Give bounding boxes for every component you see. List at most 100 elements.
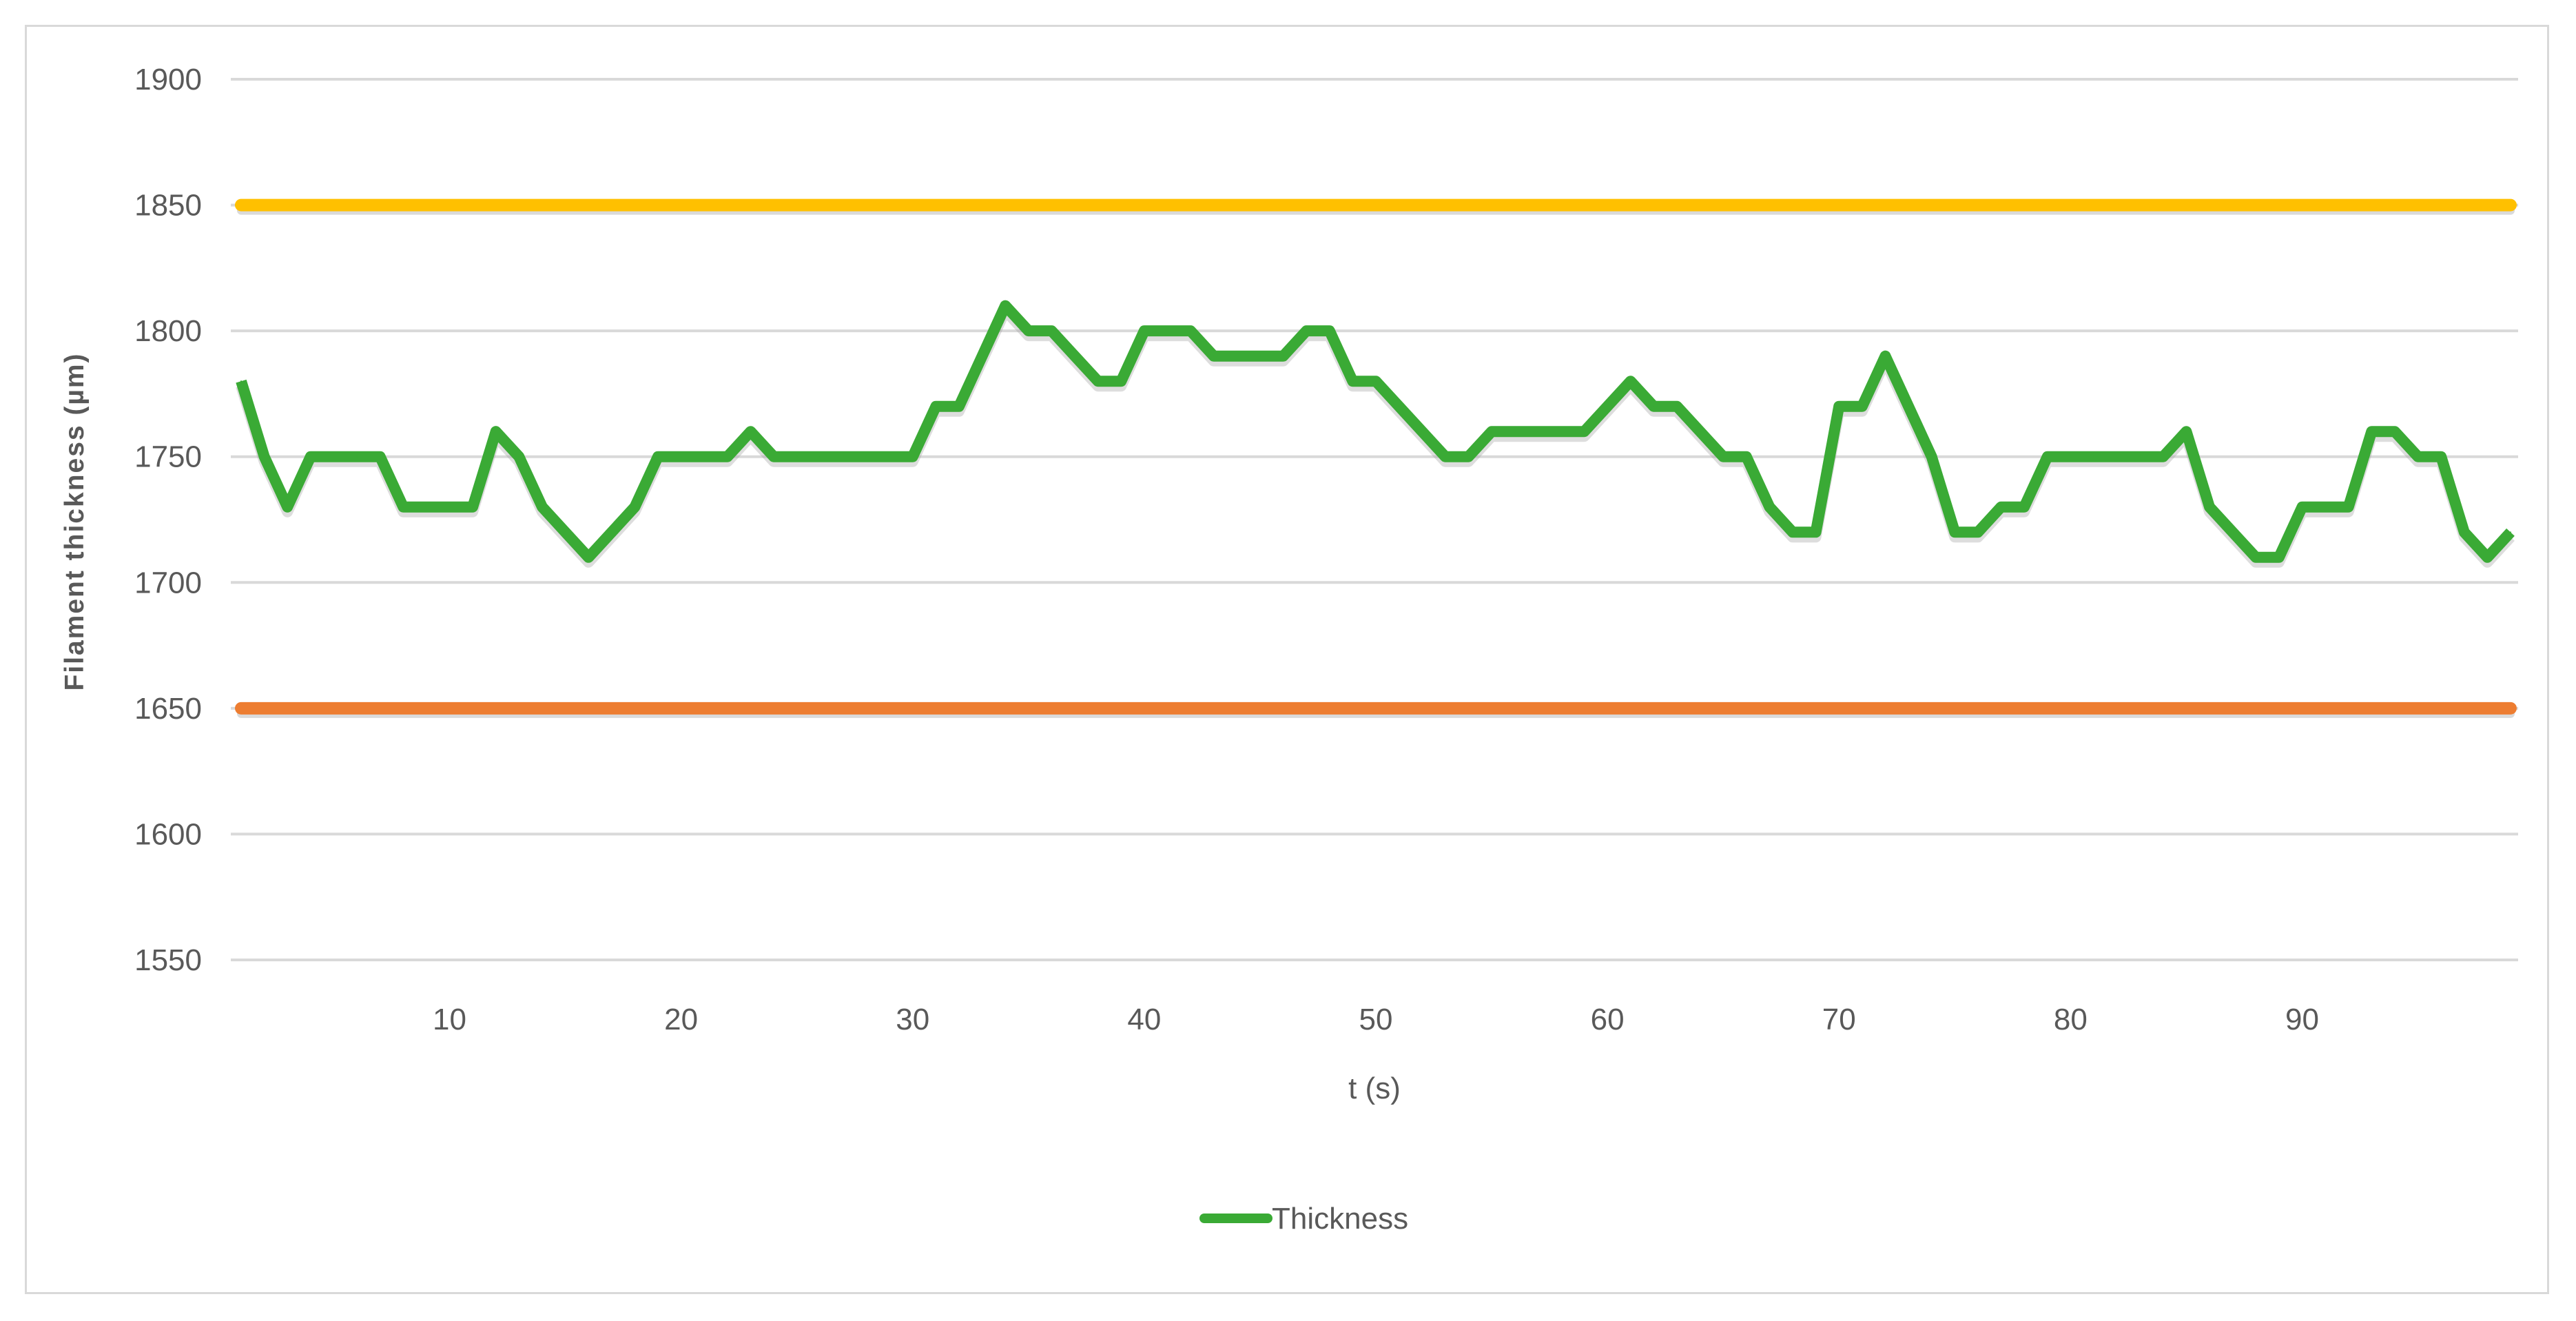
data-point	[1306, 330, 1308, 332]
legend: Thickness	[1199, 1202, 1408, 1236]
x-tick-label: 90	[2285, 1003, 2319, 1036]
data-point	[1259, 355, 1261, 357]
data-point	[2510, 531, 2511, 533]
data-point	[2440, 455, 2442, 458]
data-point	[1792, 531, 1794, 533]
x-axis-label: t (s)	[1348, 1072, 1401, 1105]
data-point	[726, 455, 728, 458]
y-tick-label: 1850	[134, 189, 202, 223]
data-point	[2070, 455, 2072, 458]
data-point	[1213, 355, 1215, 357]
data-point	[1398, 405, 1400, 407]
data-point	[1930, 455, 1933, 458]
data-point	[2463, 531, 2465, 533]
series-line-thickness	[236, 300, 2515, 563]
data-point	[2185, 431, 2187, 433]
data-point	[1027, 330, 1029, 332]
data-point	[472, 506, 474, 508]
data-point	[518, 455, 520, 458]
data-point	[2116, 455, 2118, 458]
data-point	[1004, 305, 1007, 307]
data-point	[1166, 330, 1168, 332]
data-point	[610, 531, 612, 533]
data-point	[2000, 506, 2002, 508]
data-point	[2393, 431, 2395, 433]
data-point	[1607, 405, 1609, 407]
x-tick-label: 50	[1359, 1003, 1393, 1036]
y-axis-label: Filament thickness (µm)	[60, 352, 90, 690]
data-point	[935, 405, 937, 407]
data-point	[773, 455, 775, 458]
data-point	[541, 506, 543, 508]
data-point	[680, 455, 682, 458]
data-point	[564, 531, 566, 533]
y-tick-label: 1750	[134, 440, 202, 474]
x-axis-ticks: 10 20 30 40 50 60 70 80 90	[433, 1003, 2319, 1036]
series-lines	[236, 300, 2515, 568]
legend-label-thickness: Thickness	[1272, 1202, 1408, 1236]
data-point	[2255, 556, 2257, 558]
data-point	[1884, 355, 1886, 357]
x-tick-label: 10	[433, 1003, 466, 1036]
data-point	[309, 455, 311, 458]
data-point	[1143, 330, 1145, 332]
data-point	[1560, 431, 1562, 433]
data-point	[750, 431, 752, 433]
data-point	[2278, 556, 2280, 558]
data-point	[1074, 355, 1076, 357]
data-point	[2325, 506, 2327, 508]
data-point	[356, 455, 358, 458]
data-point	[1051, 330, 1053, 332]
data-point	[657, 455, 659, 458]
data-point	[1190, 330, 1192, 332]
y-tick-label: 1900	[134, 63, 202, 96]
data-point	[2486, 556, 2489, 558]
y-tick-label: 1600	[134, 817, 202, 851]
data-point	[1653, 405, 1655, 407]
data-point	[1954, 531, 1956, 533]
data-point	[2023, 506, 2026, 508]
data-point	[796, 455, 798, 458]
data-point	[2046, 455, 2048, 458]
data-point	[981, 355, 983, 357]
data-point	[1120, 380, 1122, 382]
data-point	[911, 455, 914, 458]
data-point	[2347, 506, 2349, 508]
y-tick-label: 1550	[134, 943, 202, 977]
data-point	[2139, 455, 2141, 458]
data-point	[1375, 380, 1377, 382]
data-point	[1421, 431, 1423, 433]
x-tick-label: 70	[1822, 1003, 1856, 1036]
x-tick-label: 30	[896, 1003, 929, 1036]
data-point	[263, 455, 265, 458]
data-point	[958, 405, 960, 407]
data-point	[634, 506, 636, 508]
reference-lines	[235, 198, 2517, 718]
x-tick-label: 80	[2054, 1003, 2088, 1036]
data-point	[1491, 431, 1493, 433]
x-tick-label: 40	[1127, 1003, 1161, 1036]
series-line-shadow	[236, 305, 2515, 568]
y-tick-label: 1800	[134, 314, 202, 348]
data-point	[1861, 405, 1863, 407]
data-point	[379, 455, 381, 458]
data-point	[1908, 405, 1910, 407]
data-point	[1676, 405, 1678, 407]
data-point	[2162, 455, 2164, 458]
data-point	[1769, 506, 1771, 508]
data-point	[1699, 431, 1701, 433]
data-point	[1467, 455, 1470, 458]
data-point	[1583, 431, 1585, 433]
data-point	[1328, 330, 1330, 332]
data-point	[1444, 455, 1446, 458]
data-point	[819, 455, 821, 458]
y-tick-label: 1700	[134, 566, 202, 600]
data-point	[588, 556, 590, 558]
data-point	[2301, 506, 2303, 508]
data-point	[865, 455, 867, 458]
data-point	[1722, 455, 1724, 458]
data-point	[1815, 531, 1817, 533]
data-point	[842, 455, 844, 458]
data-point	[1236, 355, 1238, 357]
data-point	[402, 506, 404, 508]
